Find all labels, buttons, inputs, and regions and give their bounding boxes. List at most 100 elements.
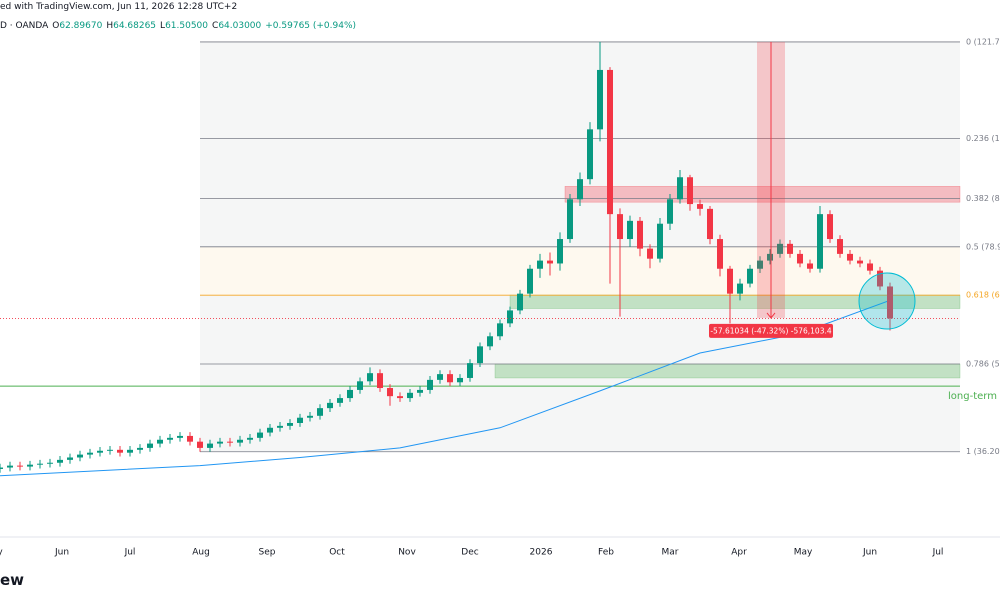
candle-body bbox=[807, 263, 813, 269]
fib-label: 0.618 (68. bbox=[966, 291, 1000, 300]
candle-body bbox=[517, 293, 523, 311]
candle-body bbox=[317, 408, 323, 416]
candle-body bbox=[387, 388, 393, 397]
candle-body bbox=[657, 223, 663, 259]
x-tick-label: May bbox=[794, 548, 813, 558]
candle-body bbox=[17, 465, 23, 467]
x-tick-label: Mar bbox=[662, 548, 679, 558]
candle-body bbox=[877, 270, 883, 287]
candle-body bbox=[587, 129, 593, 180]
candle-body bbox=[777, 243, 783, 254]
candle-body bbox=[487, 336, 493, 347]
candle-body bbox=[7, 465, 13, 468]
candle-body bbox=[197, 441, 203, 448]
candle-body bbox=[467, 363, 473, 378]
fib-band bbox=[200, 364, 960, 452]
candle-body bbox=[27, 464, 33, 467]
candle-body bbox=[417, 389, 423, 393]
candle-body bbox=[267, 427, 273, 433]
x-tick-label: Jun bbox=[54, 548, 69, 558]
header-ohlc: D · OANDA O62.89670 H64.68265 L61.50500 C64.… bbox=[0, 21, 356, 31]
candle-body bbox=[147, 443, 153, 448]
candle-body bbox=[627, 220, 633, 240]
highlight-circle bbox=[858, 272, 916, 330]
header-source: ed with TradingView.com, Jun 11, 2026 12… bbox=[0, 2, 238, 12]
ohlc-value: 62.89670 bbox=[59, 21, 103, 31]
candle-body bbox=[527, 268, 533, 294]
candle-body bbox=[237, 439, 243, 443]
x-tick-label: y bbox=[0, 548, 3, 558]
fib-band bbox=[200, 198, 960, 247]
candle-body bbox=[757, 260, 763, 269]
logo: ew bbox=[0, 571, 25, 589]
ohlc-value: +0.59765 (+0.94%) bbox=[265, 21, 357, 31]
candle-body bbox=[737, 283, 743, 294]
ohlc-value: 61.50500 bbox=[165, 21, 209, 31]
candle-body bbox=[457, 377, 463, 383]
candle-body bbox=[837, 239, 843, 254]
candle-body bbox=[607, 69, 613, 215]
candle-body bbox=[547, 260, 553, 264]
candle-body bbox=[227, 441, 233, 443]
candle-body bbox=[177, 435, 183, 438]
candle-body bbox=[57, 459, 63, 463]
candle-body bbox=[347, 389, 353, 399]
fib-label: 0.382 (89 bbox=[966, 194, 1000, 203]
candle-body bbox=[157, 439, 163, 444]
candle-body bbox=[297, 417, 303, 423]
candle-body bbox=[557, 239, 563, 264]
candle-body bbox=[817, 214, 823, 269]
candle-body bbox=[887, 286, 893, 319]
candle-body bbox=[397, 396, 403, 399]
ohlc-key: O bbox=[52, 21, 60, 31]
candle-body bbox=[77, 454, 83, 458]
candle-body bbox=[597, 69, 603, 130]
candle-body bbox=[797, 253, 803, 264]
candle-body bbox=[677, 177, 683, 200]
candle-body bbox=[567, 199, 573, 240]
fib-band bbox=[200, 246, 960, 296]
symbol: D · OANDA bbox=[0, 21, 49, 31]
fib-label: 1 (36.2000 bbox=[966, 447, 1000, 456]
candle-body bbox=[847, 253, 853, 261]
candle-body bbox=[0, 467, 3, 469]
candle-body bbox=[37, 463, 43, 465]
fib-band bbox=[200, 41, 960, 139]
x-axis: y Jun Jul Aug Sep Oct Nov Dec 2026 Feb Mar Apr May Ju… bbox=[0, 548, 943, 558]
x-tick-label: Nov bbox=[398, 548, 416, 558]
candle-body bbox=[47, 462, 53, 464]
candle-body bbox=[137, 447, 143, 450]
measure-label-box bbox=[709, 323, 833, 338]
candle-body bbox=[327, 402, 333, 409]
candle-body bbox=[367, 373, 373, 382]
candle-body bbox=[337, 398, 343, 403]
candle-body bbox=[277, 425, 283, 428]
candle-body bbox=[97, 450, 103, 453]
candle-body bbox=[217, 441, 223, 444]
x-tick-label: 2026 bbox=[530, 548, 553, 558]
x-tick-label: Oct bbox=[329, 548, 345, 558]
candle-body bbox=[307, 415, 313, 418]
fib-label: 0.236 (10 bbox=[966, 134, 1000, 143]
candle-body bbox=[287, 422, 293, 426]
candle-body bbox=[717, 239, 723, 269]
ohlc-value: 64.03000 bbox=[218, 21, 262, 31]
candle-body bbox=[537, 260, 543, 269]
x-tick-label: Apr bbox=[731, 548, 747, 558]
fib-label: 0 (121.75 bbox=[966, 37, 1000, 46]
candle-body bbox=[187, 435, 193, 442]
candle-body bbox=[637, 220, 643, 249]
candle-body bbox=[257, 432, 263, 438]
candle-body bbox=[857, 260, 863, 264]
measure-arrowhead bbox=[766, 312, 776, 319]
ohlc-key: C bbox=[212, 21, 219, 31]
candle-body bbox=[827, 214, 833, 240]
candle-body bbox=[207, 443, 213, 448]
x-tick-label: Jul bbox=[932, 548, 944, 558]
candle-body bbox=[477, 346, 483, 364]
x-tick-label: Jul bbox=[124, 548, 136, 558]
candle-body bbox=[427, 379, 433, 390]
candle-body bbox=[727, 268, 733, 294]
candle-body bbox=[67, 457, 73, 460]
